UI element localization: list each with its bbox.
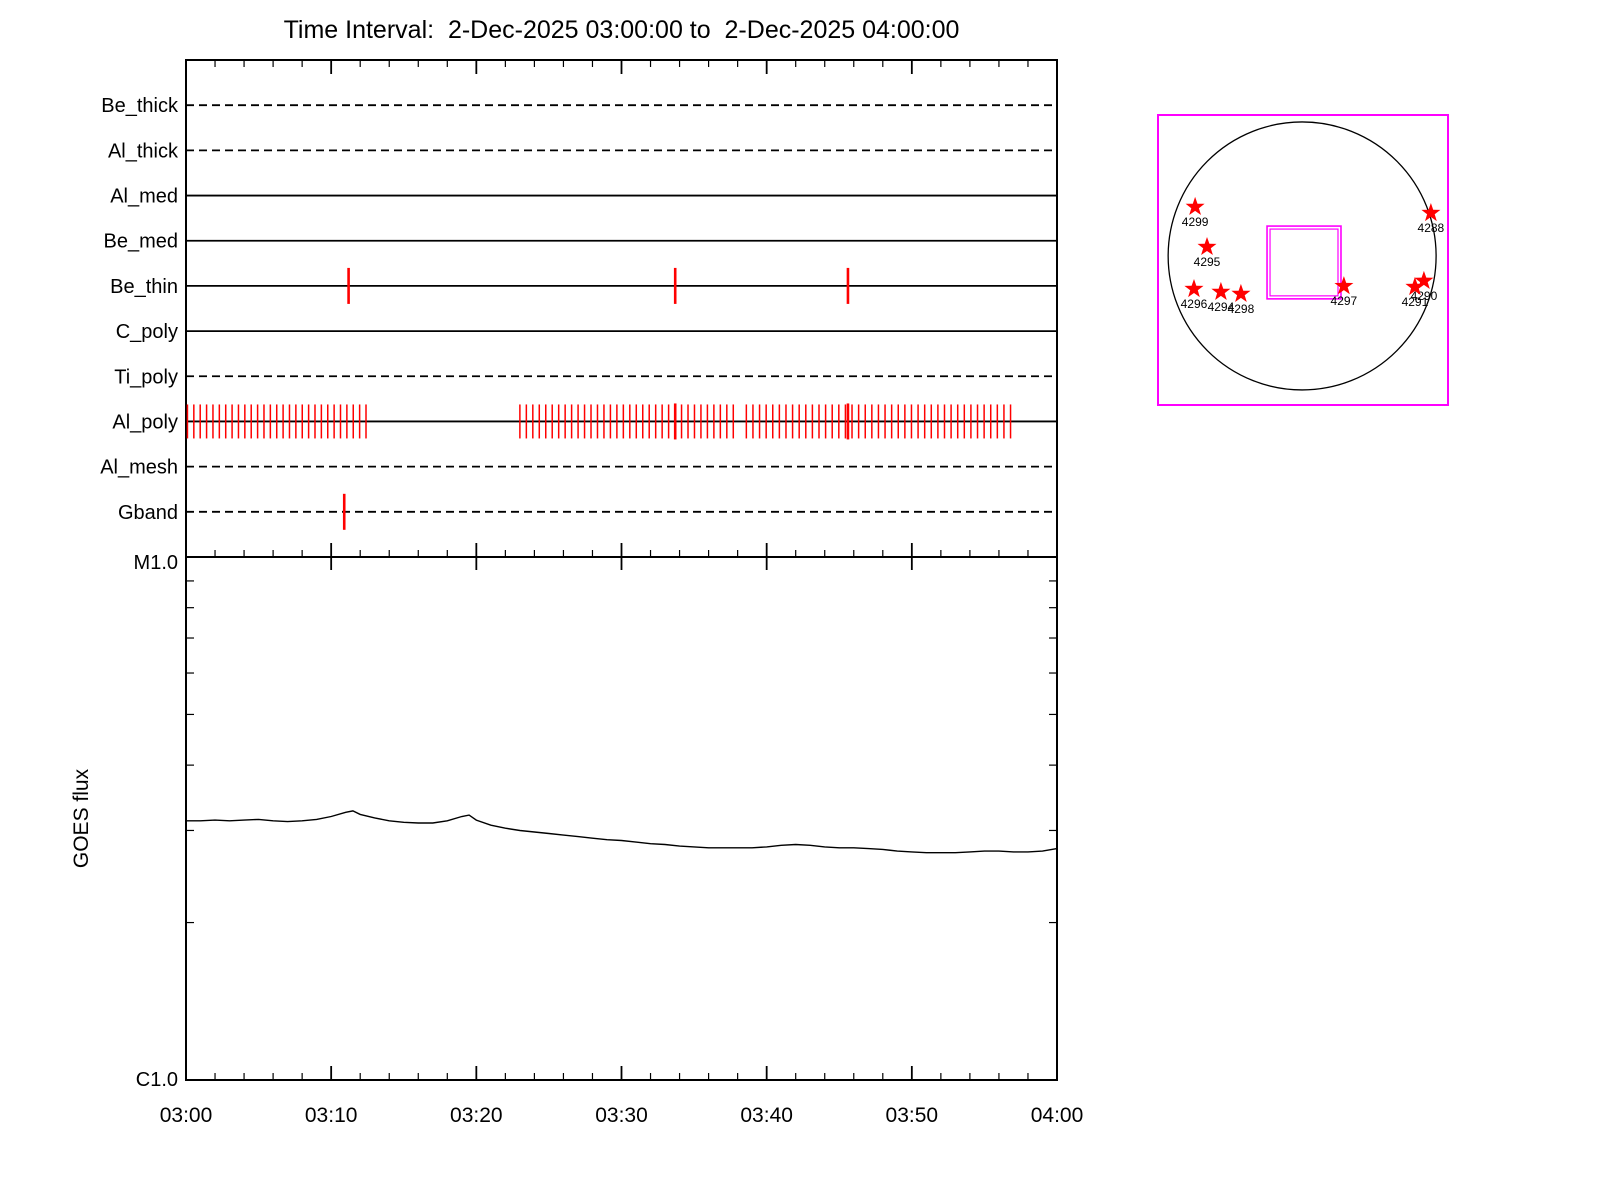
filter-row-Gband: Gband bbox=[118, 493, 1057, 530]
x-tick-label: 04:00 bbox=[1031, 1104, 1084, 1127]
x-tick-label: 03:40 bbox=[740, 1104, 793, 1127]
filter-row-C_poly: C_poly bbox=[116, 321, 1057, 343]
timeline-frame bbox=[185, 59, 1058, 558]
goes-frame bbox=[185, 556, 1058, 1081]
goes-flux-panel: 03:00 03:10 03:20 03:30 03:40 03:50 04:00 M1.0 C… bbox=[70, 552, 1083, 1127]
active-region-star-4296 bbox=[1184, 279, 1204, 298]
filter-timeline-panel: Be_thick Al_thick Al_med Be_med Be_thin C_pol… bbox=[100, 59, 1058, 570]
active-region-star-4297 bbox=[1334, 276, 1354, 295]
filter-row-Ti_poly: Ti_poly bbox=[114, 366, 1057, 388]
goes-flux-curve bbox=[186, 810, 1058, 854]
active-region-label-4297: 4297 bbox=[1331, 294, 1358, 308]
y-label-top: M1.0 bbox=[134, 552, 178, 574]
filter-label-Be_med: Be_med bbox=[104, 231, 179, 253]
active-region-label-4298: 4298 bbox=[1228, 302, 1255, 316]
filter-row-Al_med: Al_med bbox=[110, 186, 1057, 208]
active-region-star-4288 bbox=[1421, 203, 1441, 222]
filter-row-Al_thick: Al_thick bbox=[108, 140, 1057, 162]
x-tick-label: 03:20 bbox=[450, 1104, 503, 1127]
active-region-label-4294: 4294 bbox=[1208, 300, 1235, 314]
xrt-fov-box bbox=[1266, 225, 1342, 300]
active-region-label-4288: 4288 bbox=[1418, 221, 1445, 235]
y-label-bottom: C1.0 bbox=[136, 1069, 178, 1091]
active-region-star-4295 bbox=[1197, 237, 1217, 255]
filter-label-Gband: Gband bbox=[118, 502, 178, 524]
filter-label-Be_thick: Be_thick bbox=[101, 95, 179, 117]
filter-label-Al_mesh: Al_mesh bbox=[100, 457, 178, 479]
active-region-star-4298 bbox=[1231, 283, 1251, 302]
active-region-label-4296: 4296 bbox=[1181, 297, 1208, 311]
filter-label-Ti_poly: Ti_poly bbox=[114, 366, 178, 388]
filter-row-Be_thick: Be_thick bbox=[101, 95, 1057, 117]
active-region-star-4294 bbox=[1211, 281, 1231, 300]
filter-label-Be_thin: Be_thin bbox=[110, 276, 178, 298]
active-region-label-4299: 4299 bbox=[1182, 215, 1209, 229]
filter-row-Al_mesh: Al_mesh bbox=[100, 457, 1057, 479]
page-title: Time Interval: 2-Dec-2025 03:00:00 to 2-… bbox=[283, 16, 960, 44]
x-tick-label: 03:50 bbox=[886, 1104, 939, 1127]
xrt-fov-box-inner bbox=[1269, 228, 1339, 297]
active-region-star-4290 bbox=[1414, 270, 1434, 289]
solar-limb-circle bbox=[1167, 121, 1437, 391]
filter-label-C_poly: C_poly bbox=[116, 321, 178, 343]
sun-map-frame bbox=[1157, 114, 1449, 406]
filter-label-Al_med: Al_med bbox=[110, 186, 178, 208]
x-tick-label: 03:30 bbox=[595, 1104, 648, 1127]
active-region-star-4291 bbox=[1405, 277, 1425, 296]
active-region-label-4291: 4291 bbox=[1402, 295, 1429, 309]
goes-ylabel: GOES flux bbox=[70, 768, 93, 868]
x-tick-label: 03:00 bbox=[160, 1104, 213, 1127]
active-region-star-4299 bbox=[1185, 196, 1205, 215]
filter-label-Al_thick: Al_thick bbox=[108, 140, 179, 162]
filter-row-Be_thin: Be_thin bbox=[110, 267, 1057, 304]
filter-row-Al_poly: Al_poly bbox=[112, 403, 1057, 440]
filter-row-Be_med: Be_med bbox=[104, 231, 1057, 253]
active-region-label-4295: 4295 bbox=[1194, 255, 1221, 269]
filter-label-Al_poly: Al_poly bbox=[112, 411, 178, 433]
x-tick-label: 03:10 bbox=[305, 1104, 358, 1127]
